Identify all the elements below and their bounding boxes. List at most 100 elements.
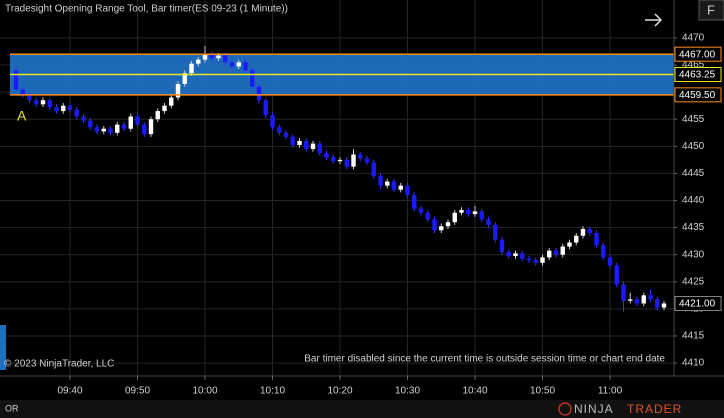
candle-body [567, 242, 572, 247]
price-marker-label: 4459.50 [679, 90, 716, 101]
tab-label[interactable]: OR [5, 403, 19, 413]
candle-body [202, 54, 208, 60]
candle-body [439, 226, 444, 231]
candle-body [459, 209, 464, 213]
candle-body [344, 159, 349, 167]
candle-body [310, 143, 316, 150]
candle-body [175, 83, 181, 98]
arrow-icon[interactable] [645, 13, 663, 27]
tab-strip [0, 400, 724, 418]
candle-body [418, 208, 424, 213]
candle-body [493, 224, 498, 240]
candle-body [115, 124, 120, 133]
x-tick-label: 09:40 [57, 386, 82, 397]
candle-body [135, 116, 140, 125]
candle-body [432, 219, 437, 231]
candle-body [331, 157, 336, 162]
candle-body [661, 303, 667, 308]
candle-body [74, 109, 79, 117]
candle-body [243, 62, 248, 71]
candle-body [277, 127, 282, 133]
y-tick-label: 4410 [682, 358, 705, 369]
f-button[interactable] [698, 0, 724, 21]
candle-body [148, 119, 154, 135]
y-tick-label: 4415 [682, 331, 705, 342]
candle-body [263, 100, 268, 116]
price-marker [674, 67, 722, 83]
candle-body [209, 54, 214, 59]
candle-body [648, 295, 653, 300]
candle-body [283, 132, 289, 137]
candle-body [634, 299, 640, 304]
candle-body [621, 284, 626, 301]
candle-body [655, 299, 660, 308]
candle-body [351, 154, 356, 167]
candle-body [405, 185, 410, 196]
x-tick-label: 10:20 [327, 386, 352, 397]
candle-body [101, 128, 106, 132]
candle-body [223, 55, 228, 63]
candle-body [358, 154, 363, 159]
candle-body [594, 233, 599, 246]
candle-body [385, 181, 390, 186]
price-marker [674, 87, 722, 103]
candle-body [317, 143, 322, 154]
candle-body [304, 140, 309, 150]
candle-body [196, 59, 201, 64]
candle-body [142, 124, 147, 135]
candle-body [61, 105, 66, 112]
candle-body [94, 127, 100, 132]
candle-body [256, 86, 262, 101]
x-tick-label: 10:40 [462, 386, 487, 397]
logo-trader: TRADER [627, 402, 682, 416]
candle-body [526, 258, 532, 261]
logo-icon [558, 402, 572, 416]
candle-body [499, 239, 505, 252]
candle-body [533, 260, 538, 263]
candle-body [20, 89, 25, 95]
candle-body [270, 115, 275, 128]
y-tick-label: 4465 [682, 60, 705, 71]
candle-body [40, 100, 46, 105]
x-tick-label: 10:10 [260, 386, 285, 397]
candle-body [479, 211, 484, 220]
candle-body [250, 70, 255, 87]
candle-body [189, 63, 194, 74]
candle-body [54, 107, 59, 112]
candle-body [547, 250, 552, 258]
candle-body [128, 116, 133, 129]
plot: A [10, 46, 674, 312]
y-tick-label: 4450 [682, 141, 705, 152]
candle-body [364, 158, 370, 163]
candle-body [67, 105, 73, 110]
candle-body [34, 100, 39, 105]
opening-range-label: A [17, 108, 27, 124]
candle-body [425, 212, 430, 220]
candle-body [155, 111, 160, 120]
x-tick-label: 11:00 [598, 386, 623, 397]
price-marker [674, 295, 722, 311]
y-tick-label: 4435 [682, 222, 705, 233]
y-tick-label: 4470 [682, 33, 705, 44]
price-marker-label: 4463.25 [679, 70, 716, 81]
x-tick-label: 10:00 [192, 386, 217, 397]
candle-body [229, 62, 235, 67]
candle-body [560, 246, 565, 255]
candle-body [641, 295, 646, 304]
candle-body [506, 251, 511, 257]
price-marker [674, 46, 722, 62]
candle-body [108, 128, 113, 133]
candle-body [162, 105, 167, 112]
candle-body [297, 140, 302, 145]
candle-body [486, 219, 491, 225]
candle-body [466, 209, 471, 215]
y-tick-label: 4440 [682, 195, 705, 206]
candle-body [182, 73, 187, 84]
candle-body [371, 162, 376, 177]
copyright: © 2023 NinjaTrader, LLC [4, 359, 114, 370]
candle-body [607, 257, 613, 266]
side-tab[interactable] [0, 325, 6, 370]
y-tick-label: 4445 [682, 168, 705, 179]
candle-body [81, 116, 86, 121]
